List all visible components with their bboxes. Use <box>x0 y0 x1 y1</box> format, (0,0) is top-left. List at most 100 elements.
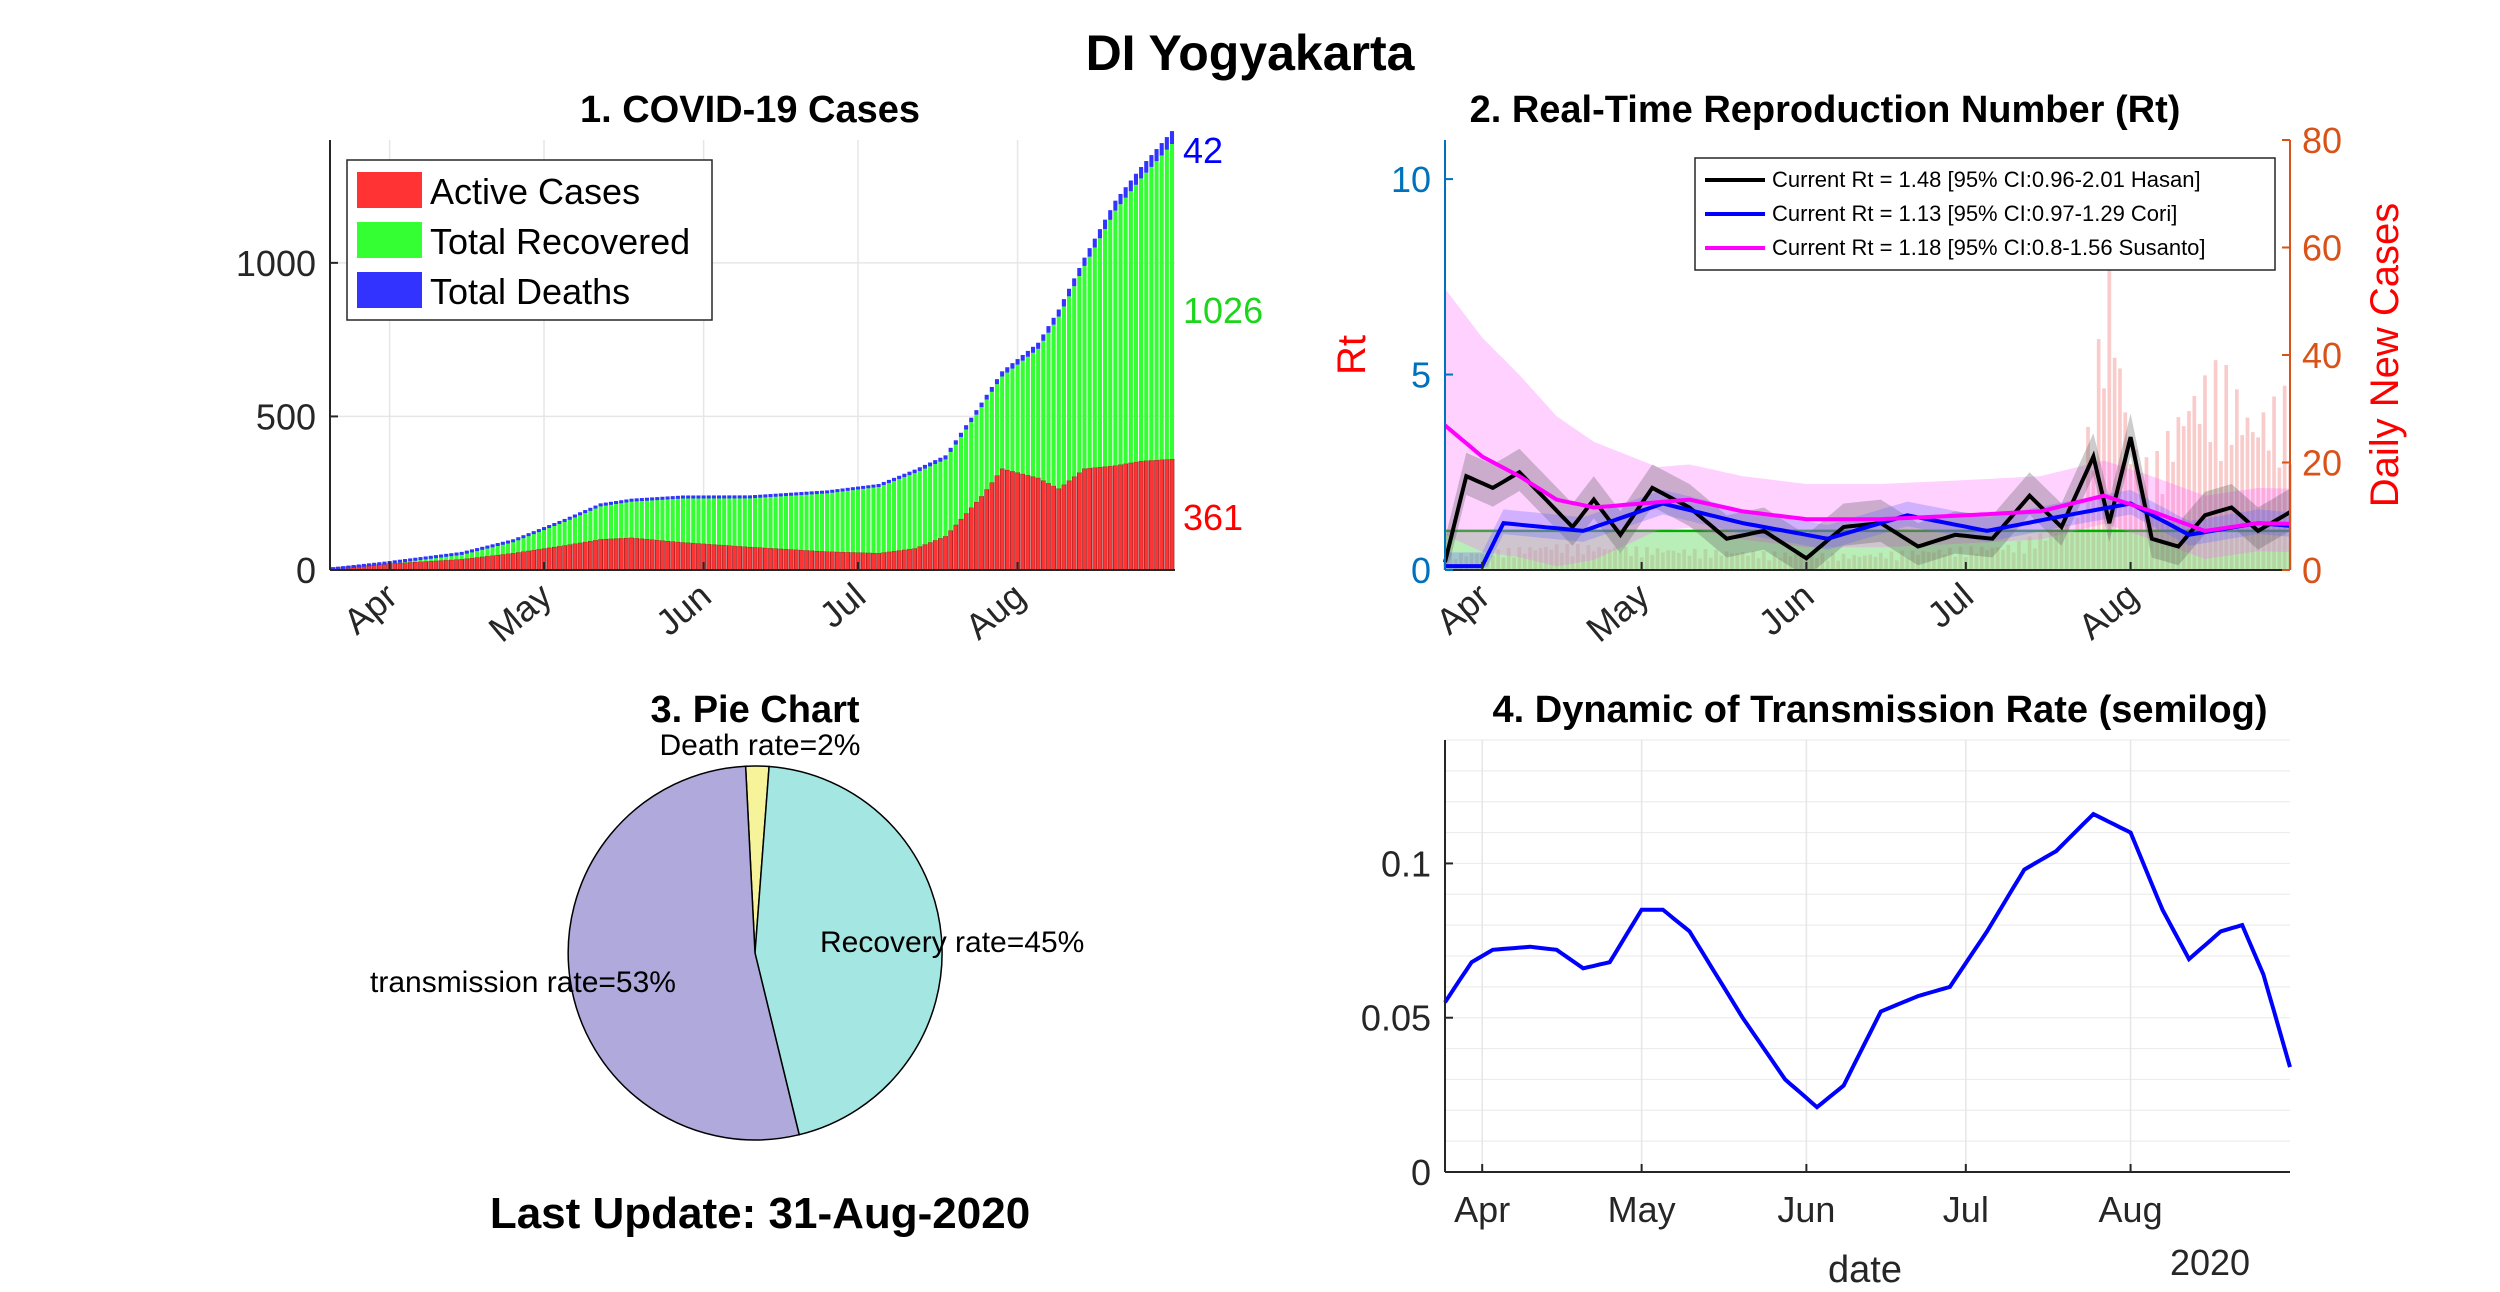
bar-active <box>392 562 398 571</box>
rt-series-line <box>1443 436 2292 563</box>
bar-recovered <box>454 553 459 560</box>
bar-deaths <box>974 410 979 415</box>
bar-active <box>680 542 686 571</box>
daily-case-bar <box>2219 460 2223 570</box>
bar-active <box>783 548 789 571</box>
bar-recovered <box>593 507 598 541</box>
bar-recovered <box>1030 352 1036 477</box>
bar-active <box>665 540 670 571</box>
bar-deaths <box>639 498 644 502</box>
bar-deaths <box>1041 334 1046 341</box>
bar-deaths <box>330 567 336 571</box>
x-tick-label: Jun <box>1751 575 1822 644</box>
bar-deaths <box>588 507 593 511</box>
bar-recovered <box>902 477 907 550</box>
bar-recovered <box>917 470 922 547</box>
bar-active <box>850 552 856 571</box>
bar-deaths <box>485 545 490 549</box>
bar-deaths <box>1067 288 1072 297</box>
rt-legend: Current Rt = 1.48 [95% CI:0.96-2.01 Hasa… <box>1694 157 2276 271</box>
bar-deaths <box>531 531 536 535</box>
bar-active <box>716 544 722 571</box>
bar-deaths <box>747 495 752 499</box>
bar-recovered <box>794 495 799 550</box>
bar-active <box>557 545 562 571</box>
bar-deaths <box>505 540 511 544</box>
bar-recovered <box>897 479 902 551</box>
bar-active <box>922 544 928 571</box>
bar-recovered <box>958 437 964 520</box>
bar-active <box>1097 466 1103 571</box>
bar-recovered <box>1159 155 1164 460</box>
bar-active <box>500 554 506 571</box>
y-tick-label-right: 80 <box>2302 120 2342 161</box>
bar-recovered <box>922 468 927 545</box>
daily-case-bar <box>2128 464 2133 570</box>
bar-deaths <box>397 559 402 563</box>
bar-recovered <box>619 502 624 539</box>
bar-active <box>1102 466 1108 571</box>
bar-deaths <box>660 496 665 500</box>
bar-deaths <box>958 432 964 438</box>
bar-recovered <box>799 494 804 551</box>
bar-recovered <box>881 485 886 553</box>
bar-active <box>1107 465 1113 571</box>
bar-recovered <box>670 498 675 542</box>
bar-recovered <box>1010 368 1015 472</box>
bar-active <box>1051 485 1056 571</box>
bar-active <box>958 518 964 571</box>
bar-deaths <box>541 527 547 531</box>
bar-active <box>835 551 840 571</box>
bar-recovered <box>1149 166 1154 461</box>
bar-deaths <box>943 455 948 460</box>
bar-deaths <box>881 481 886 486</box>
bar-active <box>551 546 557 571</box>
bar-deaths <box>783 493 789 497</box>
bar-active <box>567 544 573 571</box>
bar-deaths <box>1000 371 1005 377</box>
bar-active <box>1015 472 1020 571</box>
bar-deaths <box>1025 350 1030 357</box>
bar-deaths <box>809 491 814 495</box>
bar-recovered <box>953 444 958 525</box>
bar-active <box>737 545 742 571</box>
bar-deaths <box>629 498 634 502</box>
bar-deaths <box>799 492 804 496</box>
bar-active <box>1061 484 1067 571</box>
bar-deaths <box>855 486 861 490</box>
bar-deaths <box>835 489 840 493</box>
daily-case-bar <box>2134 449 2138 570</box>
bar-deaths <box>459 551 464 555</box>
bar-deaths <box>675 495 680 499</box>
daily-case-bar <box>2192 395 2197 570</box>
bar-deaths <box>1144 161 1149 173</box>
bar-active <box>1169 458 1175 571</box>
bar-deaths <box>593 505 598 509</box>
bar-active <box>1123 463 1129 571</box>
bar-deaths <box>928 462 933 467</box>
legend-swatch-recovered <box>357 222 422 258</box>
daily-case-bar <box>2102 388 2106 570</box>
bar-recovered <box>686 497 691 543</box>
bar-recovered <box>892 481 897 552</box>
bar-deaths <box>861 485 866 489</box>
bar-recovered <box>572 516 577 544</box>
bar-active <box>901 549 907 571</box>
bar-active <box>572 543 578 571</box>
bar-active <box>881 552 887 571</box>
bar-deaths <box>722 495 727 499</box>
bar-deaths <box>696 495 701 499</box>
bar-active <box>613 538 619 571</box>
bar-recovered <box>655 499 660 541</box>
bar-deaths <box>624 499 629 503</box>
bar-recovered <box>722 497 727 546</box>
bar-recovered <box>1128 191 1133 463</box>
bar-recovered <box>541 528 547 549</box>
bar-deaths <box>840 488 845 492</box>
bar-active <box>999 468 1005 571</box>
bar-recovered <box>933 464 938 541</box>
bar-deaths <box>825 490 830 494</box>
bar-deaths <box>917 467 922 471</box>
daily-new-cases-axis-label: Daily New Cases <box>2363 203 2407 508</box>
pie-label-recovery: Recovery rate=45% <box>820 926 1084 959</box>
